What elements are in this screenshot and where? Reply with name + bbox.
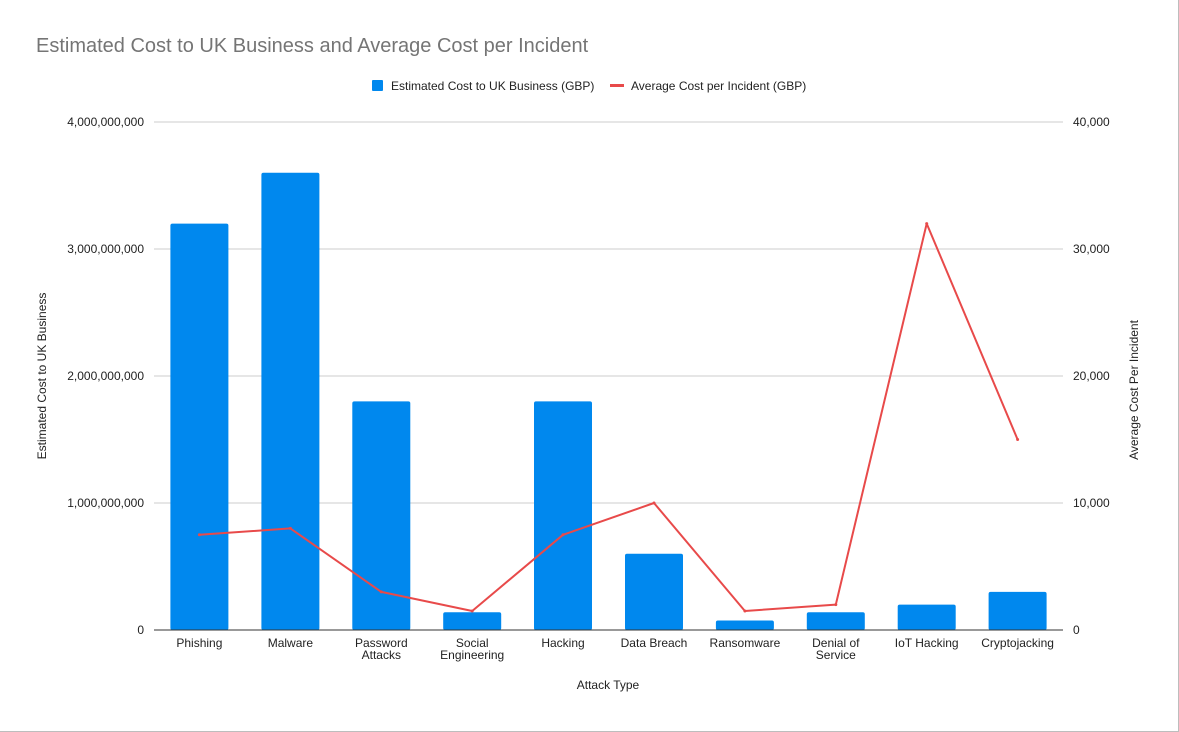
y-axis-right-title: Average Cost Per Incident (1127, 319, 1141, 460)
line-point-ransomware (743, 609, 747, 613)
bar-hacking (534, 401, 592, 630)
y-tick-label-right: 0 (1073, 623, 1080, 637)
y-tick-label-right: 40,000 (1073, 115, 1110, 129)
line-point-iot-hacking (925, 222, 929, 226)
y-tick-label-right: 10,000 (1073, 496, 1110, 510)
legend-swatch-average-cost (610, 84, 624, 87)
x-tick-label: Phishing (176, 636, 222, 650)
legend-label-average-cost: Average Cost per Incident (GBP) (631, 79, 806, 93)
line-average-cost (199, 222, 1019, 612)
y-axis-left-title: Estimated Cost to UK Business (35, 293, 49, 460)
bar-denial-of-service (806, 612, 865, 630)
y-tick-label-left: 4,000,000,000 (67, 115, 144, 129)
x-tick-label: Social Engineering (440, 636, 504, 662)
chart-title: Estimated Cost to UK Business and Averag… (36, 35, 589, 57)
line-point-phishing (197, 533, 201, 537)
y-tick-label-left: 0 (137, 623, 144, 637)
x-tick-label: IoT Hacking (895, 636, 959, 650)
line-point-malware (288, 526, 292, 530)
line-point-social-engineering (470, 609, 474, 613)
x-tick-label: Ransomware (710, 636, 781, 650)
y-tick-label-left: 2,000,000,000 (67, 369, 144, 383)
y-tick-label-left: 1,000,000,000 (67, 496, 144, 510)
bar-data-breach (625, 553, 683, 630)
x-tick-label: Malware (268, 636, 314, 650)
x-axis-title: Attack Type (577, 678, 640, 692)
y-tick-label-left: 3,000,000,000 (67, 242, 144, 256)
bar-iot-hacking (897, 604, 956, 630)
bar-social-engineering (443, 612, 502, 630)
line-point-data-breach (652, 501, 656, 505)
bar-cryptojacking (988, 591, 1047, 630)
bar-series-estimated-cost (170, 172, 1047, 631)
line-point-cryptojacking (1016, 438, 1020, 441)
line-point-password-attacks (379, 590, 383, 594)
y-tick-label-right: 20,000 (1073, 369, 1110, 383)
line-series-average-cost (197, 222, 1020, 613)
bar-phishing (170, 223, 229, 630)
line-point-hacking (561, 533, 565, 537)
legend-swatch-estimated-cost (372, 80, 383, 91)
x-tick-label: Denial of Service (812, 636, 860, 662)
x-tick-label: Password Attacks (355, 636, 408, 662)
chart-legend: Estimated Cost to UK Business (GBP) Aver… (372, 79, 806, 93)
x-tick-label: Data Breach (621, 636, 688, 650)
x-axis-ticks: Phishing Malware Password Attacks Social Engi… (176, 636, 1054, 662)
bar-ransomware (715, 620, 774, 630)
bar-malware (261, 172, 320, 631)
x-tick-label: Cryptojacking (981, 636, 1054, 650)
y-axis-left-ticks: 0 1,000,000,000 2,000,000,000 3,000,000,000… (67, 115, 144, 637)
x-tick-label: Hacking (541, 636, 584, 650)
legend-label-estimated-cost: Estimated Cost to UK Business (GBP) (391, 79, 594, 93)
y-tick-label-right: 30,000 (1073, 242, 1110, 256)
line-point-denial-of-service (834, 603, 838, 607)
y-axis-right-ticks: 0 10,000 20,000 30,000 40,000 (1073, 115, 1110, 637)
bar-password-attacks (352, 401, 411, 630)
